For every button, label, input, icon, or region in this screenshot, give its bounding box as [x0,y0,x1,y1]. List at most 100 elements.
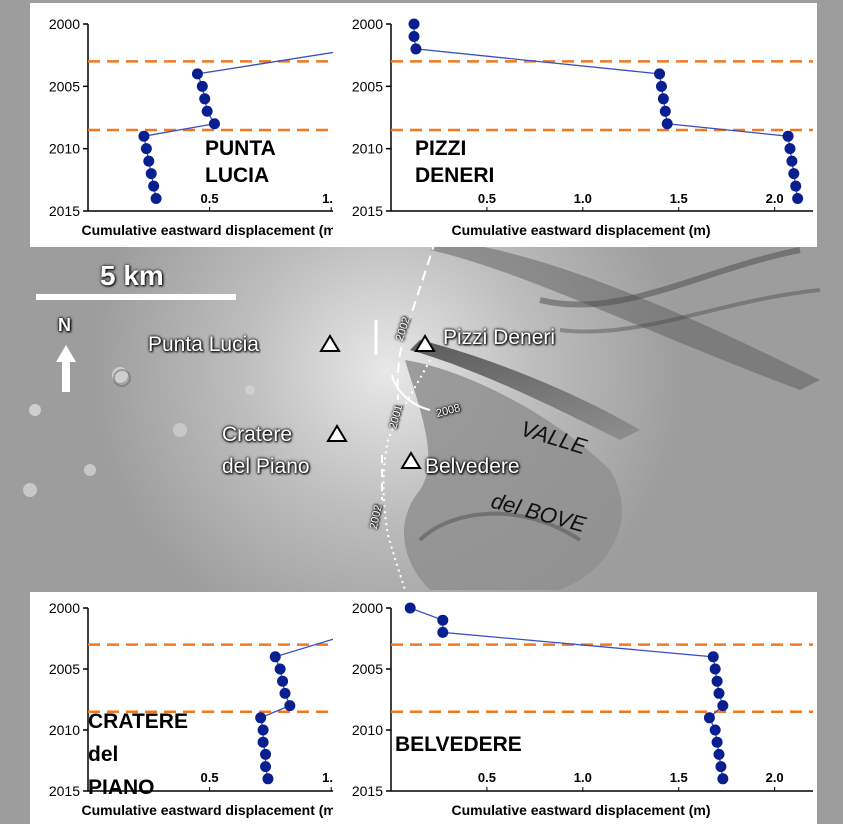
data-point [260,761,272,773]
triangle-icon [319,334,341,352]
x-tick-label: 0.5 [478,191,496,206]
data-point [269,651,281,663]
data-point [199,93,211,105]
chart-panel-pizzi-deneri: 2000 2005 2010 2015 0.5 1.0 1.5 2.0 PIZZI DENERI C… [333,3,817,247]
data-point [150,193,162,205]
y-tick-label: 2000 [49,16,80,32]
y-tick-label: 2015 [49,783,80,799]
chart-belvedere: 2000 2005 2010 2015 0.5 1.0 1.5 2.0 BELVEDERE Cum… [352,600,813,818]
data-point [260,748,272,760]
data-point [659,105,671,117]
site-label-belvedere: Belvedere [425,455,520,478]
x-axis-label: Cumulative eastward displacement (m) [451,222,710,238]
data-point [790,180,802,192]
data-point [657,93,669,105]
data-point [786,155,798,167]
x-axis-label: Cumulative eastward displacement (m) [81,222,340,238]
site-label: CRATERE [88,710,188,733]
x-tick-label: 0.5 [478,770,496,785]
data-point [138,130,150,142]
data-point [255,712,267,724]
data-point [717,773,729,785]
x-tick-label: 1.0 [574,770,592,785]
x-axis-label: Cumulative eastward displacement (m) [451,802,710,818]
x-tick-label: 1.5 [670,191,688,206]
data-point [404,602,416,614]
site-label: PIANO [88,776,155,799]
data-point [410,43,422,55]
data-point [713,687,725,699]
x-tick-label: 2.0 [766,770,784,785]
y-tick-label: 2015 [352,783,383,799]
data-point [661,118,673,130]
y-tick-label: 2010 [352,141,383,157]
triangle-icon [414,334,436,352]
data-point [437,614,449,626]
data-point [713,748,725,760]
x-axis-label: Cumulative eastward displacement (m) [81,802,340,818]
data-point [709,663,721,675]
x-tick-label: 0.5 [201,770,219,785]
scale-bar [36,294,236,300]
y-tick-label: 2005 [49,78,80,94]
x-tick-label: 1.0 [574,191,592,206]
y-tick-label: 2000 [49,600,80,616]
data-point [145,168,157,180]
site-label: PIZZI [415,137,466,160]
data-point [408,18,420,30]
data-point [274,663,286,675]
data-point [792,193,804,205]
data-point [257,736,269,748]
scale-label: 5 km [100,260,164,291]
data-point [208,118,220,130]
data-point [437,626,449,638]
data-point [784,143,796,155]
data-point [201,105,213,117]
data-point [711,736,723,748]
site-label: PUNTA [205,137,276,160]
y-tick-label: 2010 [49,141,80,157]
data-point [262,773,274,785]
y-tick-label: 2005 [49,661,80,677]
data-point [707,651,719,663]
data-point [709,724,721,736]
data-point [140,143,152,155]
y-tick-label: 2000 [352,600,383,616]
chart-panel-belvedere: 2000 2005 2010 2015 0.5 1.0 1.5 2.0 BELVEDERE Cum… [333,592,817,824]
triangle-icon [326,424,348,442]
data-point [148,180,160,192]
x-tick-label: 0.5 [201,191,219,206]
data-point [196,80,208,92]
triangle-icon [400,451,422,469]
data-point [191,68,203,80]
site-label-punta-lucia: Punta Lucia [148,333,259,356]
y-tick-label: 2005 [352,661,383,677]
data-point [717,700,729,712]
north-arrow-icon [56,345,76,362]
site-label-pizzi-deneri: Pizzi Deneri [443,326,556,349]
data-point [408,30,420,42]
data-point [277,675,289,687]
x-tick-label: 2.0 [766,191,784,206]
site-label: DENERI [415,164,494,187]
y-tick-label: 2000 [352,16,383,32]
site-label-del-piano: del Piano [222,455,310,478]
y-tick-label: 2005 [352,78,383,94]
north-label: N [58,315,71,335]
x-tick-label: 1.5 [670,770,688,785]
data-point [655,80,667,92]
site-label: LUCIA [205,164,269,187]
data-point [788,168,800,180]
y-tick-label: 2015 [49,203,80,219]
data-point [257,724,269,736]
chart-pizzi-deneri: 2000 2005 2010 2015 0.5 1.0 1.5 2.0 PIZZI DENERI C… [352,16,813,238]
data-point [284,700,296,712]
y-tick-label: 2010 [352,722,383,738]
data-point [654,68,666,80]
data-point [782,130,794,142]
y-tick-label: 2010 [49,722,80,738]
data-point [143,155,155,167]
data-point [715,761,727,773]
site-label: BELVEDERE [395,733,522,756]
site-label-cratere: Cratere [222,423,293,446]
